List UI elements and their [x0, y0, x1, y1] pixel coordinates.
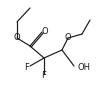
Text: O: O [42, 26, 48, 35]
Text: F: F [25, 62, 29, 71]
Text: F: F [42, 71, 46, 81]
Text: O: O [14, 34, 20, 43]
Text: O: O [65, 34, 71, 43]
Text: OH: OH [78, 62, 91, 71]
